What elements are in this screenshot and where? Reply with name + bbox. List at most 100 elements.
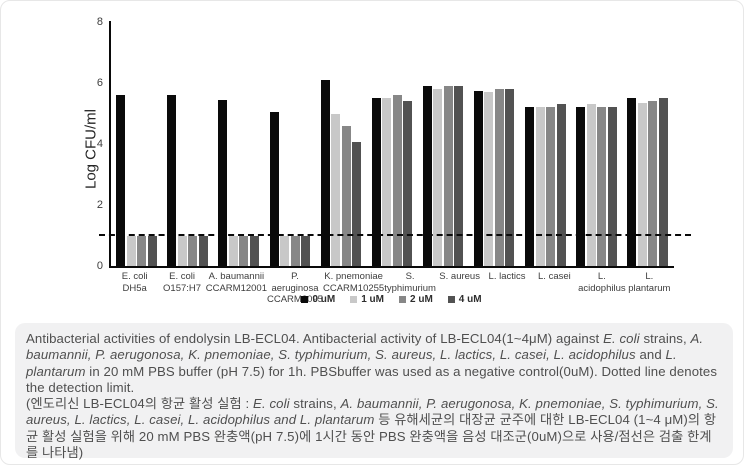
caption-text: 등 유해세균의 대장균 균주에 대한 LB-ECL04 (1~4 μM)의 항균…	[26, 412, 717, 461]
bar-group	[520, 22, 571, 266]
legend-swatch-icon	[350, 296, 358, 303]
x-axis-label: L. casei	[538, 271, 571, 282]
y-tick-label: 0	[96, 260, 103, 272]
x-axis-label: E. coli DH5a	[121, 271, 148, 294]
x-axis-labels: E. coli DH5a E. coli O157:H7 A. baumannii …	[111, 271, 673, 306]
legend-swatch-icon	[447, 296, 455, 303]
bar	[648, 101, 658, 266]
bar	[228, 235, 238, 266]
caption-text: strains,	[639, 331, 691, 346]
bar	[239, 235, 249, 266]
bar	[403, 101, 413, 266]
bar	[198, 235, 208, 266]
y-tick-label: 8	[96, 16, 103, 28]
bar	[535, 107, 545, 266]
bar	[597, 107, 607, 266]
bar-group	[571, 22, 622, 266]
bar-group	[418, 22, 469, 266]
x-axis-label: A. baumannii CCARM12001	[205, 271, 267, 294]
bar-group	[622, 22, 673, 266]
bar	[280, 235, 290, 266]
bar	[137, 235, 147, 266]
x-axis-label: S. aureus	[439, 271, 480, 282]
x-axis-label: K. pnemoniae CCARM10255	[322, 271, 385, 294]
caption-paragraph: Antibacterial activities of endolysin LB…	[26, 331, 722, 396]
legend-swatch-icon	[399, 296, 406, 303]
detection-limit-line	[99, 234, 691, 237]
caption-species-italic: E. coli	[253, 396, 290, 412]
legend-item: 2 uM	[399, 294, 433, 305]
legend-item: 0 uM	[301, 294, 335, 305]
legend-label: 2 uM	[410, 294, 433, 305]
bar	[188, 235, 198, 266]
bar	[371, 98, 381, 266]
bar-group	[366, 22, 417, 266]
bar	[167, 95, 177, 266]
bar	[290, 235, 300, 266]
bar	[525, 107, 535, 266]
legend-label: 1 uM	[361, 294, 384, 305]
caption-text: in 20 mM PBS buffer (pH 7.5) for 1h. PBS…	[26, 363, 718, 395]
caption-paragraph: (엔도리신 LB-ECL04의 항균 활성 실험 : E. coli strai…	[26, 396, 722, 461]
bar	[147, 235, 157, 266]
y-tick-label: 6	[96, 77, 103, 89]
figure-caption-panel: Antibacterial activities of endolysin LB…	[15, 323, 733, 461]
x-axis-label: E. coli O157:H7	[163, 271, 202, 294]
caption-text: (엔도리신 LB-ECL04의 항균 활성 실험 :	[26, 396, 254, 412]
bar	[586, 104, 596, 266]
x-axis-label: L. lactics	[488, 271, 526, 282]
x-axis-label: S. typhimurium	[384, 271, 436, 294]
caption-species-italic: L. plantarum	[26, 347, 677, 379]
legend-item: 1 uM	[350, 294, 384, 305]
bar	[473, 90, 483, 266]
caption-text: Antibacterial activities of endolysin LB…	[26, 331, 604, 346]
bar	[249, 235, 259, 266]
legend-label: 4 uM	[458, 294, 482, 305]
bar	[556, 104, 566, 266]
x-axis-label: P. aeruginosa CCARM2095	[267, 271, 323, 305]
bar	[607, 107, 617, 266]
bar	[505, 89, 515, 266]
x-axis-label: L. acidophilus	[578, 271, 626, 294]
legend-swatch-icon	[301, 296, 309, 303]
x-axis-line	[109, 266, 674, 268]
bar	[218, 99, 228, 266]
bar-groups	[111, 22, 673, 266]
caption-species-italic: E. coli	[603, 331, 640, 346]
y-tick-label: 2	[96, 199, 103, 211]
bar	[177, 235, 187, 266]
bar-group	[162, 22, 213, 266]
bar-group	[315, 22, 366, 266]
caption-species-italic: A. baumannii, P. aerugonosa, K. pnemonia…	[26, 396, 719, 428]
bar	[433, 89, 443, 266]
caption-text: and	[635, 347, 666, 363]
bar	[352, 142, 362, 266]
bar	[126, 235, 136, 266]
bar	[116, 95, 126, 266]
legend-item: 4 uM	[447, 294, 482, 305]
bar-group	[213, 22, 264, 266]
bar	[443, 86, 453, 266]
bar-group	[469, 22, 520, 266]
bar	[454, 86, 464, 266]
bar	[269, 111, 279, 266]
x-axis-label: L. plantarum	[628, 271, 671, 294]
y-tick-label: 4	[96, 138, 103, 150]
chart-legend: 0 uM 1 uM 2 uM 4 uM	[109, 294, 674, 305]
bar-group	[264, 22, 315, 266]
caption-text: strains,	[289, 396, 341, 412]
bar	[320, 79, 330, 266]
bar	[627, 98, 637, 266]
bar	[546, 107, 556, 266]
legend-label: 0 uM	[312, 294, 336, 305]
bar	[637, 102, 647, 266]
bar	[331, 113, 341, 266]
bar	[392, 95, 402, 266]
bar-group	[111, 22, 162, 266]
bar	[341, 125, 351, 266]
bar	[484, 92, 494, 266]
bar	[494, 89, 504, 266]
